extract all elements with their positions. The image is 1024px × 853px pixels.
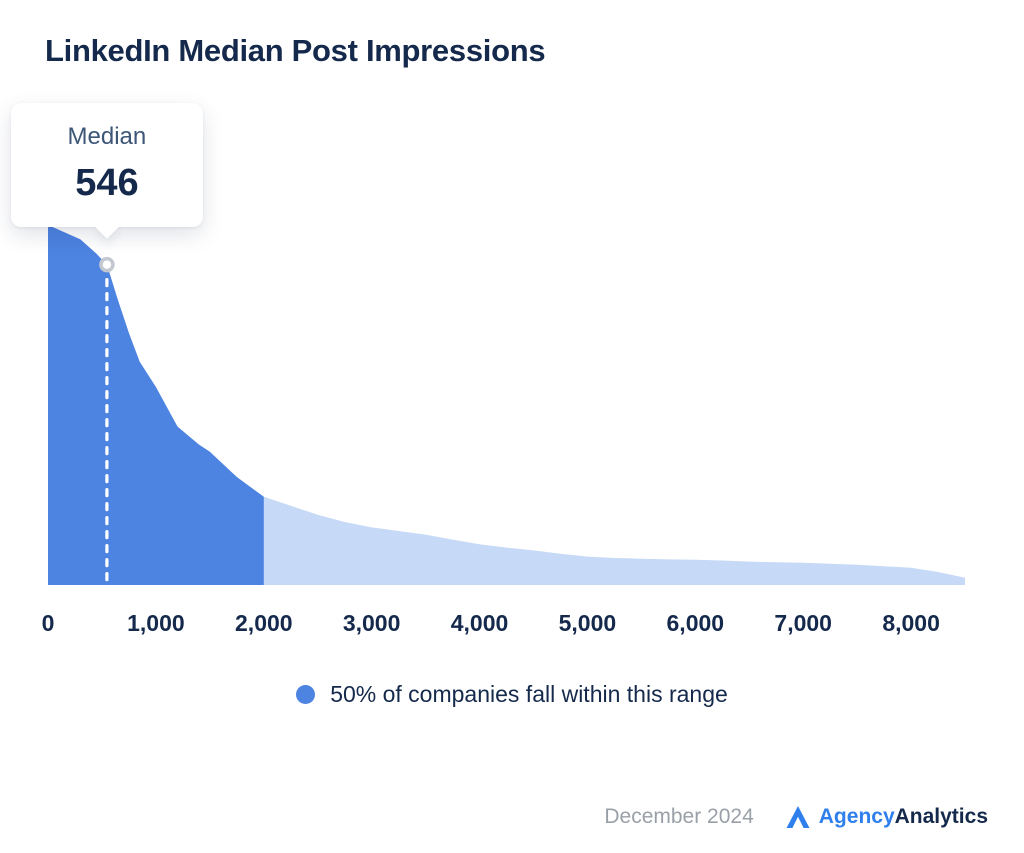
brand-logo: Agency Analytics [784,803,988,831]
median-tooltip: Median 546 [10,103,203,239]
logo-a-shape [786,806,810,828]
area-chart-svg[interactable] [48,225,965,585]
chart-area[interactable] [48,225,965,585]
legend: 50% of companies fall within this range [0,681,1024,708]
footer-date: December 2024 [604,805,754,828]
page-title: LinkedIn Median Post Impressions [45,33,546,68]
x-tick: 3,000 [342,610,401,636]
agencyanalytics-logo-icon [786,806,810,828]
median-marker [99,256,115,273]
tooltip-label: Median [67,123,147,150]
brand-second: Analytics [894,805,988,828]
footer: December 2024 Agency Analytics [604,801,988,833]
area-highlight [48,225,264,585]
x-tick: 1,000 [127,610,185,636]
x-tick: 4,000 [450,610,509,636]
x-tick: 8,000 [882,610,940,636]
x-tick: 7,000 [774,610,832,636]
legend-dot-icon [296,685,316,704]
x-axis: 0 1,000 2,000 3,000 4,000 5,000 6,000 7,000 8,00… [42,610,965,642]
legend-label: 50% of companies fall within this range [330,681,728,707]
x-tick: 6,000 [666,610,725,636]
x-tick: 5,000 [558,610,617,636]
x-tick: 2,000 [235,610,293,636]
brand-first: Agency [818,805,895,828]
x-tick: 0 [41,610,55,636]
tooltip-value: 546 [75,162,139,204]
